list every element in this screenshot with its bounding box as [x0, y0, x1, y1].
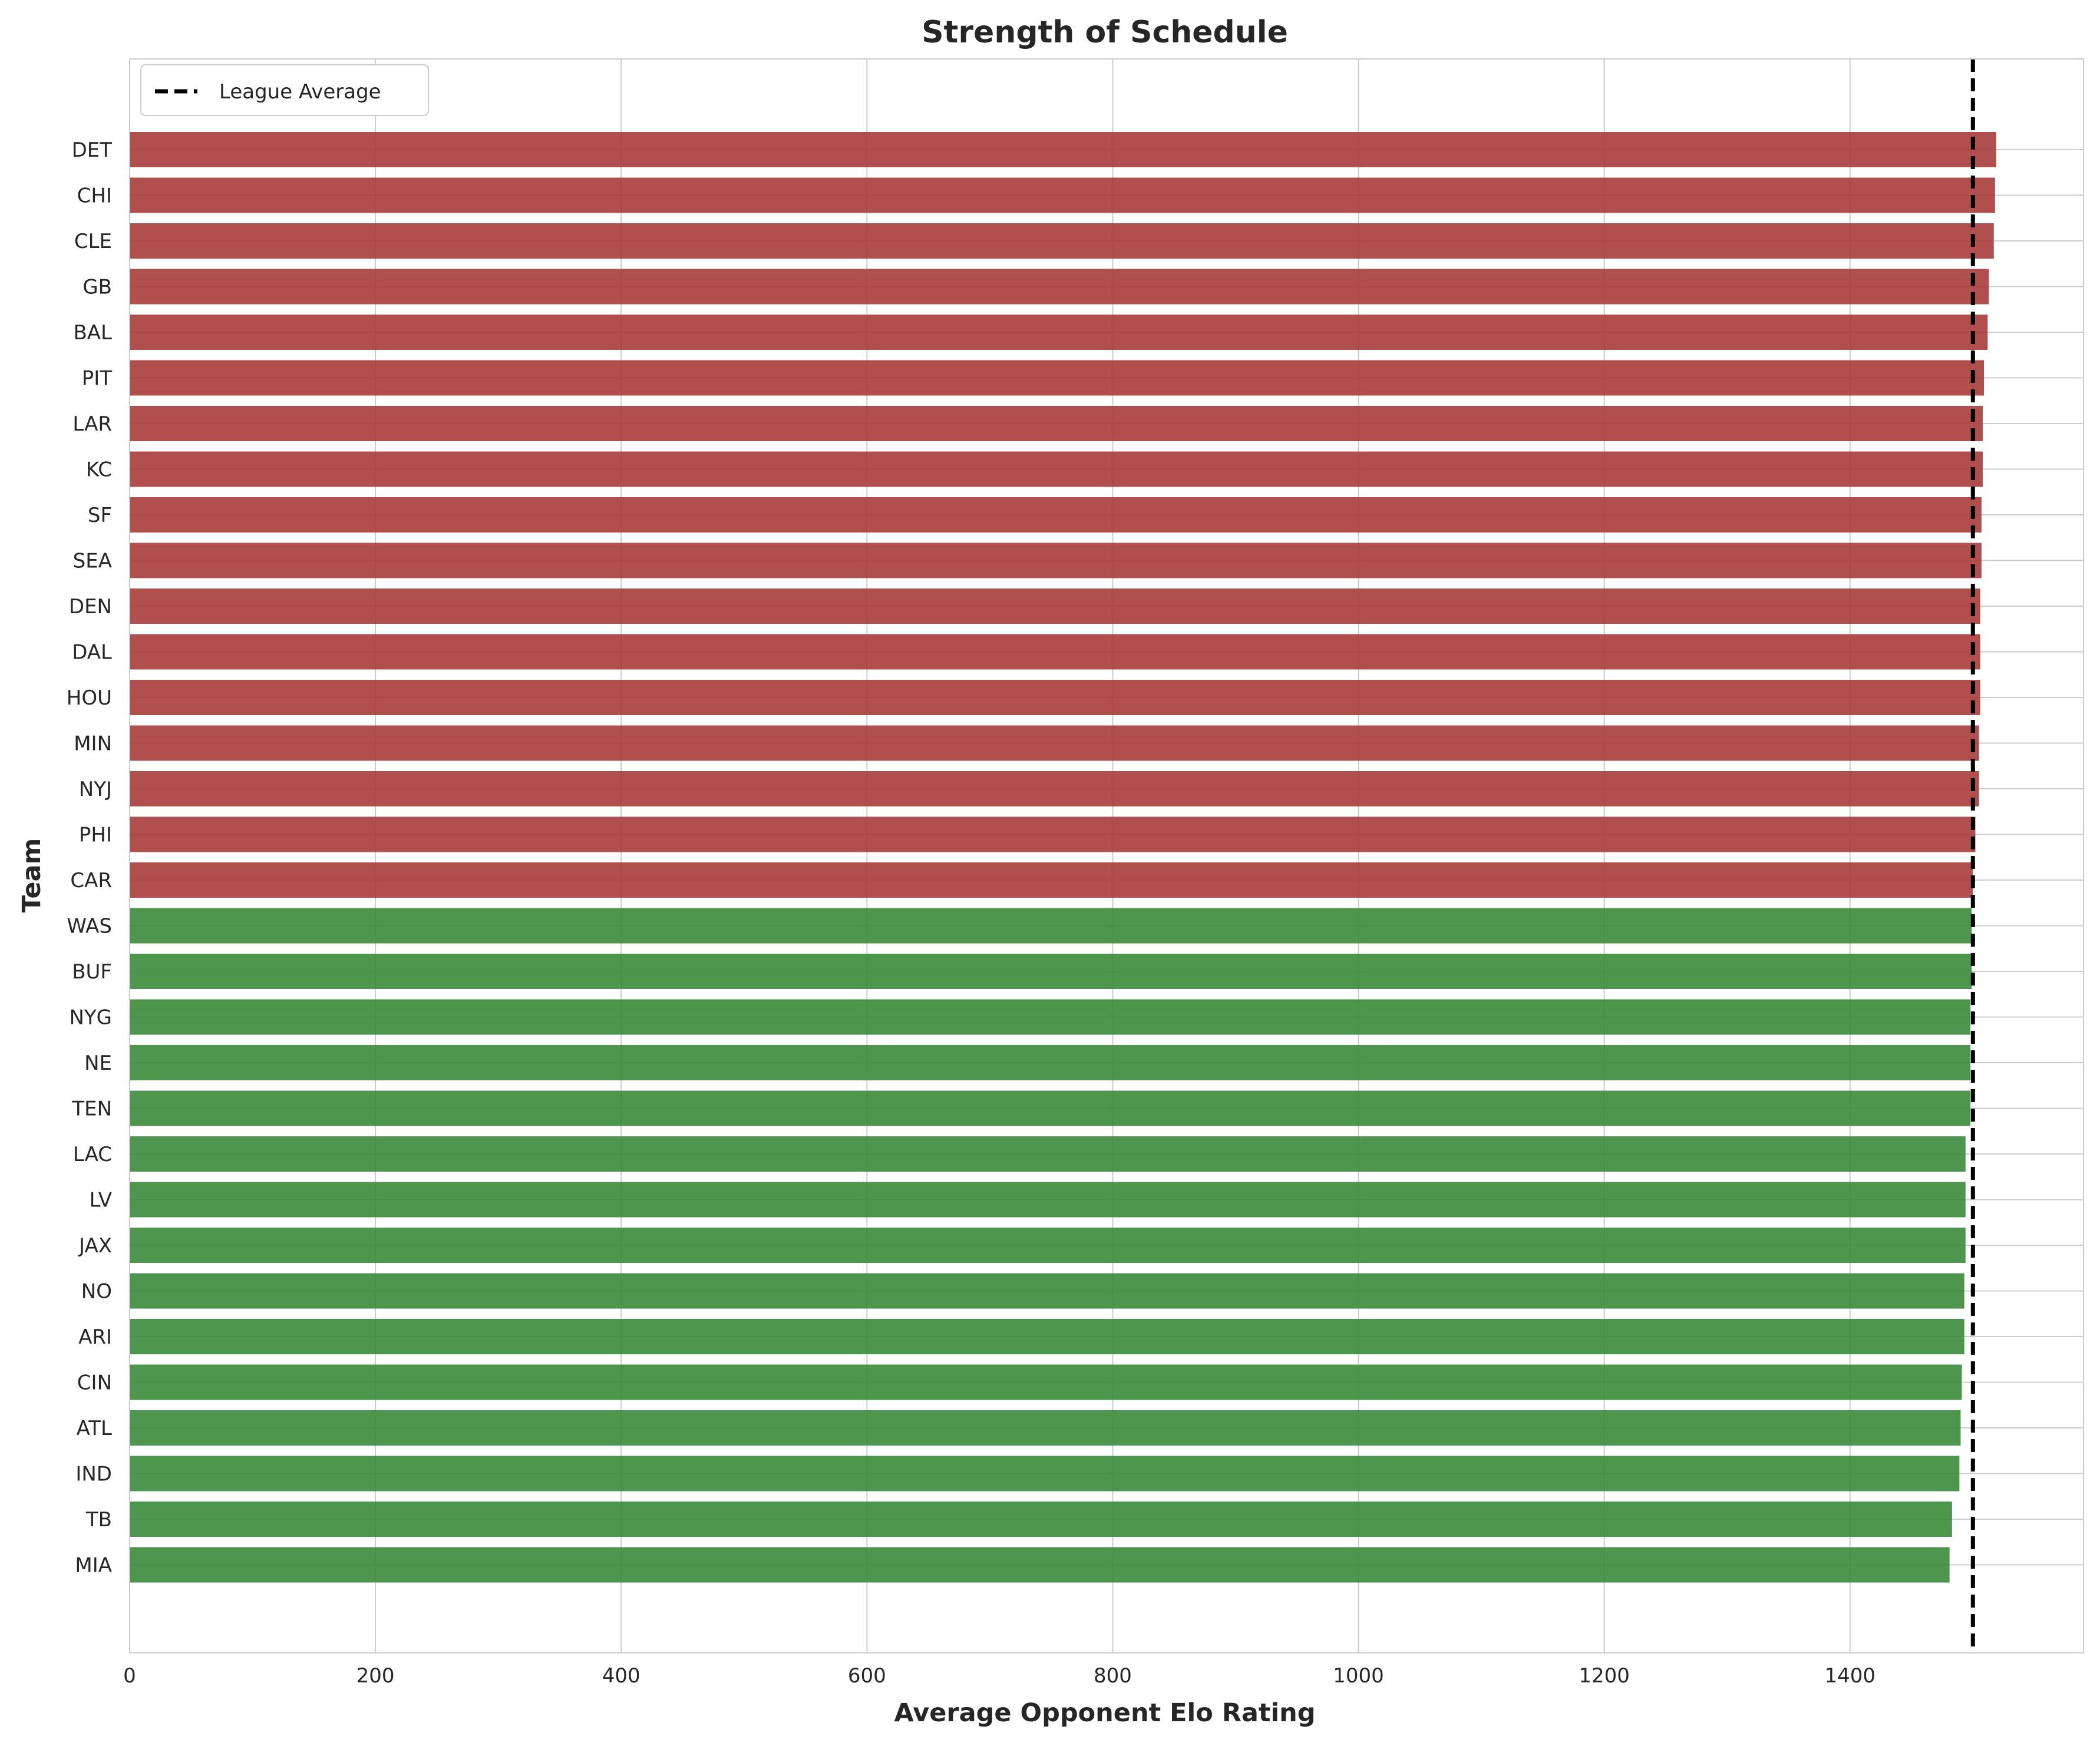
y-tick-label: MIN — [74, 732, 112, 756]
y-tick-label: ARI — [78, 1325, 112, 1349]
y-tick-label: NE — [84, 1051, 112, 1075]
bar-ten — [130, 1090, 1971, 1126]
bar-nyg — [130, 999, 1971, 1035]
y-tick-label: SEA — [73, 550, 112, 573]
x-tick-label: 1000 — [1333, 1664, 1384, 1688]
bar-no — [130, 1273, 1964, 1309]
y-tick-label: NO — [81, 1280, 112, 1304]
y-tick-label: HOU — [67, 686, 112, 710]
legend: League Average — [140, 64, 429, 116]
bar-pit — [130, 360, 1985, 396]
y-tick-label: NYG — [69, 1006, 112, 1030]
y-tick-label: LAR — [72, 412, 112, 436]
bar-car — [130, 862, 1973, 898]
y-tick-label: CHI — [77, 184, 112, 208]
chart-title: Strength of Schedule — [922, 15, 1288, 50]
y-tick-label: LV — [90, 1189, 112, 1212]
bar-ne — [130, 1045, 1971, 1080]
bar-lv — [130, 1182, 1966, 1218]
bar-ari — [130, 1319, 1964, 1354]
x-tick-label: 200 — [356, 1664, 395, 1688]
bar-min — [130, 725, 1979, 761]
x-tick-label: 1200 — [1579, 1664, 1630, 1688]
y-tick-label: ATL — [77, 1417, 112, 1440]
y-tick-label: DEN — [69, 595, 112, 619]
y-tick-label: BAL — [73, 321, 112, 345]
bar-jax — [130, 1228, 1966, 1263]
y-tick-label: JAX — [78, 1234, 112, 1258]
bar-phi — [130, 816, 1976, 852]
bar-den — [130, 588, 1980, 624]
y-tick-label: NYJ — [79, 778, 112, 801]
bar-buf — [130, 954, 1972, 989]
bar-nyj — [130, 771, 1979, 806]
y-tick-label: SF — [88, 504, 112, 527]
bar-ind — [130, 1456, 1960, 1492]
y-tick-label: IND — [75, 1463, 112, 1486]
bar-chi — [130, 177, 1995, 213]
bar-lac — [130, 1136, 1966, 1172]
bar-mia — [130, 1547, 1950, 1583]
y-axis-ticks: DET CHI CLE GB BAL PIT LAR KC SF SEA DEN DAL HOU MIN N… — [67, 138, 112, 1578]
y-tick-label: CAR — [70, 869, 112, 892]
bar-hou — [130, 680, 1980, 715]
bar-sf — [130, 497, 1982, 533]
y-tick-label: PIT — [82, 367, 113, 391]
y-tick-label: KC — [86, 458, 112, 482]
legend-label: League Average — [219, 80, 381, 104]
legend-box — [140, 64, 429, 116]
bar-det — [130, 132, 1996, 167]
x-axis-ticks: 0 200 400 600 800 1000 1200 1400 — [123, 1664, 1876, 1688]
bar-lar — [130, 406, 1983, 441]
bar-sea — [130, 543, 1982, 578]
plot-frame — [129, 58, 2084, 1654]
y-tick-label: CLE — [74, 230, 112, 253]
bar-cle — [130, 223, 1994, 259]
bar-atl — [130, 1410, 1961, 1446]
y-tick-label: BUF — [72, 960, 112, 984]
bar-cin — [130, 1364, 1962, 1400]
x-axis-label: Average Opponent Elo Rating — [894, 1698, 1315, 1728]
y-tick-label: MIA — [75, 1554, 112, 1578]
y-tick-label: TB — [85, 1508, 112, 1532]
y-tick-label: WAS — [67, 915, 112, 938]
y-tick-label: CIN — [77, 1371, 112, 1395]
y-tick-label: LAC — [73, 1143, 112, 1166]
y-tick-label: GB — [82, 276, 112, 299]
y-tick-label: DET — [72, 138, 113, 162]
bar-kc — [130, 451, 1983, 487]
x-tick-label: 600 — [848, 1664, 886, 1688]
bar-dal — [130, 634, 1980, 670]
y-axis-label: Team — [17, 838, 47, 913]
bar-was — [130, 908, 1972, 944]
x-tick-label: 0 — [123, 1664, 136, 1688]
bar-tb — [130, 1502, 1952, 1537]
x-tick-label: 1400 — [1824, 1664, 1876, 1688]
y-tick-label: TEN — [71, 1097, 112, 1121]
bar-gb — [130, 269, 1989, 305]
y-tick-label: DAL — [72, 641, 112, 664]
bar-bal — [130, 315, 1988, 350]
y-tick-label: PHI — [79, 824, 112, 847]
bars — [130, 132, 1996, 1583]
x-tick-label: 400 — [602, 1664, 640, 1688]
x-tick-label: 800 — [1094, 1664, 1132, 1688]
